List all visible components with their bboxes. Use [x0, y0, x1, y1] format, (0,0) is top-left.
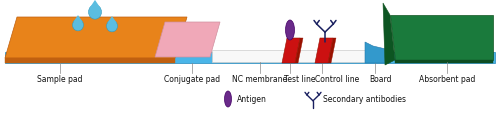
Polygon shape — [328, 38, 336, 63]
Polygon shape — [5, 52, 495, 63]
Text: Test line: Test line — [284, 75, 316, 84]
Text: Secondary antibodies: Secondary antibodies — [323, 95, 406, 103]
Text: Board: Board — [369, 75, 391, 84]
Polygon shape — [5, 58, 175, 63]
Polygon shape — [390, 15, 493, 60]
Text: NC membrane: NC membrane — [232, 75, 287, 84]
Polygon shape — [90, 0, 101, 8]
Ellipse shape — [106, 20, 118, 32]
Polygon shape — [395, 60, 493, 63]
Text: Absorbent pad: Absorbent pad — [419, 75, 475, 84]
Polygon shape — [383, 3, 395, 65]
Polygon shape — [315, 38, 333, 63]
Polygon shape — [108, 16, 116, 23]
Text: Sample pad: Sample pad — [37, 75, 83, 84]
Polygon shape — [5, 17, 187, 58]
Polygon shape — [155, 22, 220, 57]
Text: Antigen: Antigen — [237, 95, 267, 103]
Polygon shape — [74, 15, 82, 22]
Text: Control line: Control line — [315, 75, 359, 84]
Text: Conjugate pad: Conjugate pad — [164, 75, 220, 84]
Ellipse shape — [224, 91, 232, 107]
Ellipse shape — [72, 19, 84, 31]
Polygon shape — [282, 38, 300, 63]
Ellipse shape — [286, 20, 294, 40]
Polygon shape — [295, 38, 303, 63]
Polygon shape — [212, 50, 368, 62]
Ellipse shape — [88, 5, 102, 19]
Polygon shape — [365, 42, 390, 63]
